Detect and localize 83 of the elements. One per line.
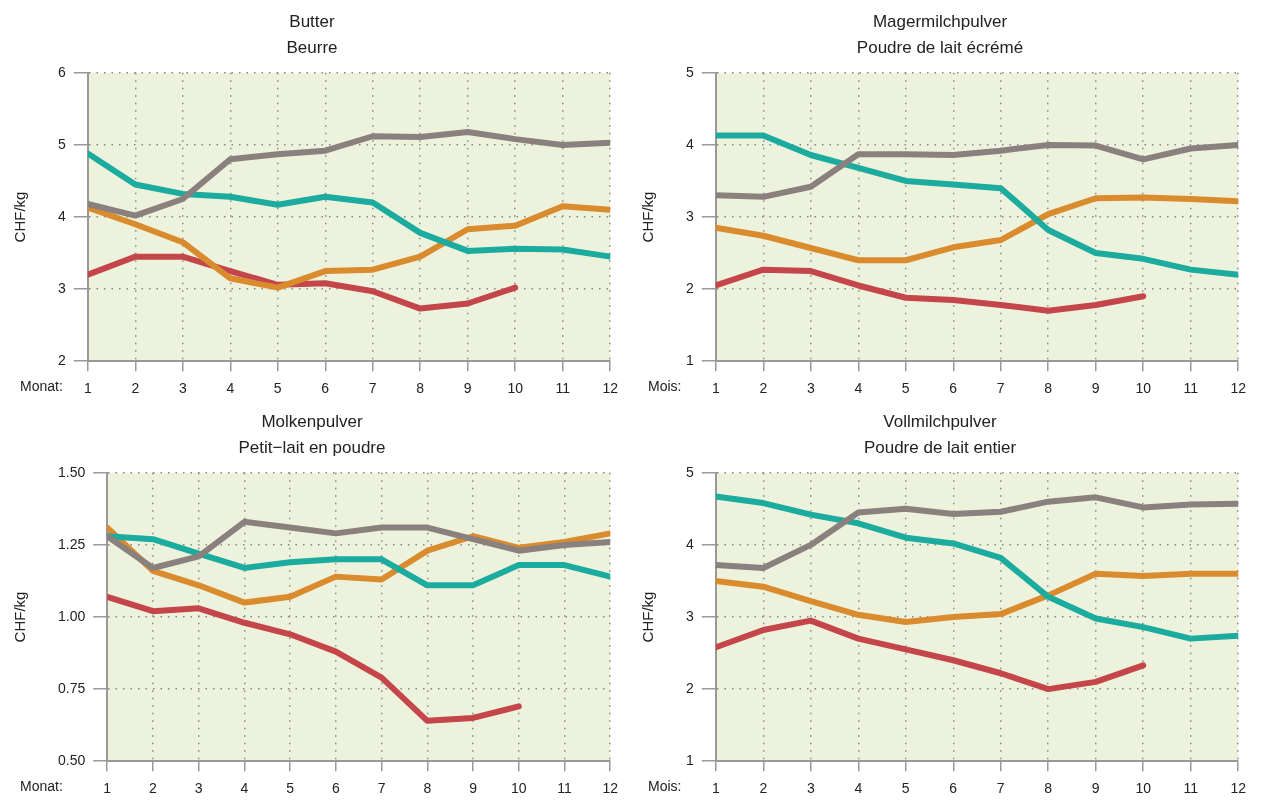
y-tick-label: 6: [57, 63, 66, 80]
y-tick-label: 2: [57, 352, 66, 369]
x-tick-label: 9: [469, 780, 478, 797]
x-tick-label: 7: [996, 380, 1005, 397]
x-tick-label: 10: [507, 380, 524, 397]
x-tick-label: 8: [416, 380, 425, 397]
chart-subtitle: Poudre de lait entier: [863, 438, 1017, 458]
chart-subtitle: Beurre: [286, 38, 338, 58]
x-tick-label: 7: [996, 780, 1005, 797]
x-axis-title: Monat:: [20, 378, 63, 395]
chart-title: Molkenpulver: [261, 411, 363, 431]
y-tick-label: 5: [57, 135, 66, 152]
x-tick-label: 11: [1183, 780, 1199, 797]
x-tick-label: 8: [423, 780, 432, 797]
y-tick-label: 1: [685, 352, 694, 369]
x-tick-label: 2: [131, 380, 140, 397]
x-tick-label: 4: [854, 780, 863, 797]
y-tick-label: 0.75: [58, 679, 86, 696]
y-tick-label: 3: [685, 207, 694, 224]
x-tick-label: 4: [226, 380, 235, 397]
x-axis-title: Mois:: [648, 378, 682, 395]
x-tick-label: 12: [602, 380, 619, 397]
x-tick-label: 7: [368, 380, 377, 397]
x-tick-label: 5: [273, 380, 282, 397]
x-tick-label: 3: [194, 780, 203, 797]
chart-title: Butter: [289, 11, 336, 31]
x-tick-label: 12: [602, 780, 619, 797]
x-tick-label: 1: [103, 780, 112, 797]
x-tick-label: 12: [1230, 380, 1247, 397]
x-tick-label: 8: [1044, 380, 1053, 397]
x-axis-title: Monat:: [20, 778, 63, 795]
x-tick-label: 9: [463, 380, 472, 397]
x-tick-label: 3: [806, 780, 815, 797]
x-tick-label: 10: [510, 780, 527, 797]
x-tick-label: 6: [331, 780, 340, 797]
chart-title: Magermilchpulver: [872, 11, 1008, 31]
y-tick-label: 1.25: [58, 535, 86, 552]
x-tick-label: 6: [949, 780, 958, 797]
y-tick-label: 2: [685, 279, 694, 296]
x-tick-label: 9: [1091, 780, 1100, 797]
y-tick-label: 5: [685, 463, 694, 480]
y-tick-label: 5: [685, 63, 694, 80]
x-tick-label: 4: [854, 380, 863, 397]
chart-subtitle: Poudre de lait écrémé: [856, 38, 1024, 58]
y-tick-label: 1.50: [58, 463, 86, 480]
y-tick-label: 2: [685, 679, 694, 696]
x-tick-label: 11: [557, 780, 572, 797]
chart-title: Vollmilchpulver: [883, 411, 998, 431]
x-tick-label: 2: [759, 780, 768, 797]
x-tick-label: 4: [240, 780, 249, 797]
x-tick-label: 5: [901, 380, 910, 397]
y-axis-title: CHF/kg: [11, 191, 29, 243]
x-tick-label: 5: [286, 780, 295, 797]
y-tick-label: 1: [685, 752, 694, 769]
y-tick-label: 0.50: [58, 752, 86, 769]
y-axis-title: CHF/kg: [639, 191, 657, 243]
x-tick-label: 10: [1135, 380, 1152, 397]
x-axis-title: Mois:: [648, 778, 682, 795]
x-tick-label: 9: [1091, 380, 1100, 397]
x-tick-label: 1: [711, 780, 720, 797]
x-tick-label: 3: [806, 380, 815, 397]
y-tick-label: 4: [685, 135, 694, 152]
y-tick-label: 4: [57, 207, 66, 224]
x-tick-label: 10: [1135, 780, 1152, 797]
x-tick-label: 6: [949, 380, 958, 397]
y-tick-label: 4: [685, 535, 694, 552]
x-tick-label: 12: [1230, 780, 1247, 797]
y-tick-label: 3: [57, 279, 66, 296]
x-tick-label: 5: [901, 780, 910, 797]
y-tick-label: 3: [685, 607, 694, 624]
x-tick-label: 2: [149, 780, 158, 797]
x-tick-label: 11: [555, 380, 571, 397]
x-tick-label: 8: [1044, 780, 1053, 797]
x-tick-label: 7: [377, 780, 386, 797]
chart-subtitle: Petit−lait en poudre: [238, 438, 386, 458]
y-tick-label: 1.00: [58, 607, 86, 624]
x-tick-label: 6: [321, 380, 330, 397]
x-tick-label: 11: [1183, 380, 1199, 397]
x-tick-label: 1: [711, 380, 720, 397]
y-axis-title: CHF/kg: [639, 591, 657, 643]
x-tick-label: 3: [178, 380, 187, 397]
x-tick-label: 2: [759, 380, 768, 397]
y-axis-title: CHF/kg: [11, 591, 29, 643]
